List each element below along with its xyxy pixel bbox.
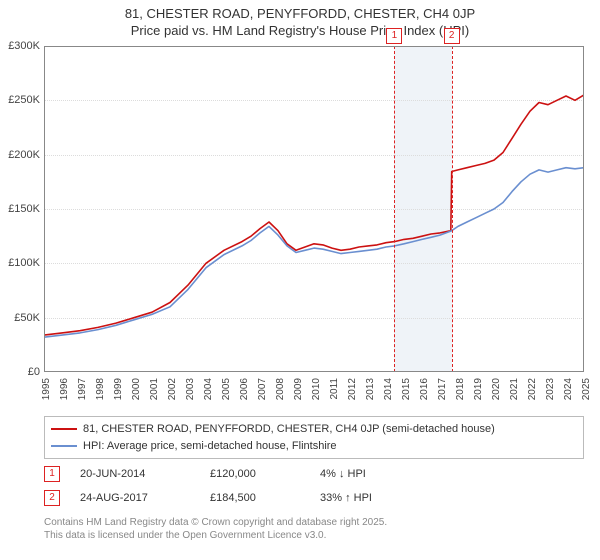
x-axis: 1995 1996 1997 1998 1999 2000 2001 2002 2003 2004… <box>44 372 584 412</box>
x-tick-label: 2001 <box>149 378 160 400</box>
sale-marker-box: 1 <box>386 28 402 44</box>
sales-diff-2: 33% ↑ HPI <box>320 492 440 504</box>
x-tick-label: 2021 <box>509 378 520 400</box>
x-tick-label: 1995 <box>41 378 52 400</box>
legend-swatch-hpi <box>51 445 77 447</box>
sales-price-1: £120,000 <box>210 468 300 480</box>
legend-row-price-paid: 81, CHESTER ROAD, PENYFFORDD, CHESTER, C… <box>51 421 577 438</box>
x-tick-label: 1997 <box>77 378 88 400</box>
x-tick-label: 2014 <box>383 378 394 400</box>
x-tick-label: 2022 <box>527 378 538 400</box>
x-tick-label: 1996 <box>59 378 70 400</box>
attribution-block: Contains HM Land Registry data © Crown c… <box>44 516 584 542</box>
attribution-line-1: Contains HM Land Registry data © Crown c… <box>44 516 584 529</box>
series-hpi <box>44 168 584 338</box>
y-tick-label: £250K <box>0 94 40 106</box>
x-tick-label: 2019 <box>473 378 484 400</box>
x-tick-label: 2005 <box>221 378 232 400</box>
y-tick-label: £200K <box>0 149 40 161</box>
y-tick-label: £0 <box>0 366 40 378</box>
sales-marker-1: 1 <box>44 466 60 482</box>
x-tick-label: 2006 <box>239 378 250 400</box>
legend-row-hpi: HPI: Average price, semi-detached house,… <box>51 438 577 455</box>
title-block: 81, CHESTER ROAD, PENYFFORDD, CHESTER, C… <box>0 0 600 40</box>
sales-date-1: 20-JUN-2014 <box>80 468 190 480</box>
y-tick-label: £150K <box>0 203 40 215</box>
y-tick-label: £100K <box>0 257 40 269</box>
sales-table: 1 20-JUN-2014 £120,000 4% ↓ HPI 2 24-AUG… <box>44 462 584 510</box>
sales-date-2: 24-AUG-2017 <box>80 492 190 504</box>
sales-row-2: 2 24-AUG-2017 £184,500 33% ↑ HPI <box>44 486 584 510</box>
sale-vline <box>394 46 395 372</box>
x-tick-label: 2004 <box>203 378 214 400</box>
x-tick-label: 2018 <box>455 378 466 400</box>
x-tick-label: 2003 <box>185 378 196 400</box>
chart-container: 81, CHESTER ROAD, PENYFFORDD, CHESTER, C… <box>0 0 600 560</box>
x-tick-label: 2023 <box>545 378 556 400</box>
y-tick-label: £50K <box>0 312 40 324</box>
sales-diff-1: 4% ↓ HPI <box>320 468 440 480</box>
x-tick-label: 2020 <box>491 378 502 400</box>
x-tick-label: 1999 <box>113 378 124 400</box>
x-tick-label: 2025 <box>581 378 592 400</box>
legend-label-price-paid: 81, CHESTER ROAD, PENYFFORDD, CHESTER, C… <box>83 421 495 438</box>
sales-row-1: 1 20-JUN-2014 £120,000 4% ↓ HPI <box>44 462 584 486</box>
x-tick-label: 2008 <box>275 378 286 400</box>
sales-marker-2: 2 <box>44 490 60 506</box>
legend-label-hpi: HPI: Average price, semi-detached house,… <box>83 438 337 455</box>
title-line-2: Price paid vs. HM Land Registry's House … <box>0 23 600 40</box>
x-tick-label: 2009 <box>293 378 304 400</box>
x-tick-label: 2017 <box>437 378 448 400</box>
x-tick-label: 2012 <box>347 378 358 400</box>
series-price_paid <box>44 95 584 335</box>
x-tick-label: 2002 <box>167 378 178 400</box>
attribution-line-2: This data is licensed under the Open Gov… <box>44 529 584 542</box>
x-tick-label: 2010 <box>311 378 322 400</box>
x-tick-label: 1998 <box>95 378 106 400</box>
legend-swatch-price-paid <box>51 428 77 430</box>
x-tick-label: 2007 <box>257 378 268 400</box>
y-tick-label: £300K <box>0 40 40 52</box>
x-tick-label: 2024 <box>563 378 574 400</box>
x-tick-label: 2011 <box>329 378 340 400</box>
title-line-1: 81, CHESTER ROAD, PENYFFORDD, CHESTER, C… <box>0 6 600 23</box>
sale-vline <box>452 46 453 372</box>
sale-marker-box: 2 <box>444 28 460 44</box>
plot-area: £0£50K£100K£150K£200K£250K£300K 12 <box>44 46 584 372</box>
x-tick-label: 2013 <box>365 378 376 400</box>
x-tick-label: 2000 <box>131 378 142 400</box>
x-tick-label: 2016 <box>419 378 430 400</box>
sales-price-2: £184,500 <box>210 492 300 504</box>
x-tick-label: 2015 <box>401 378 412 400</box>
series-svg <box>44 46 584 372</box>
legend-box: 81, CHESTER ROAD, PENYFFORDD, CHESTER, C… <box>44 416 584 459</box>
